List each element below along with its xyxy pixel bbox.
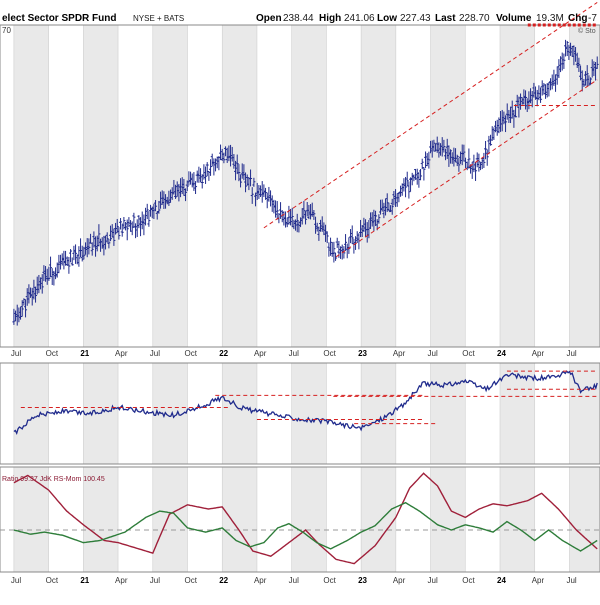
rrg-series: [0, 472, 600, 565]
price-panel-shading: [13, 25, 600, 347]
shade-band: [500, 25, 535, 347]
volume-label: Volume: [496, 13, 532, 24]
date-tick-label: Jul: [566, 349, 576, 358]
fund-name: elect Sector SPDR Fund: [2, 13, 116, 24]
date-tick-label: Jul: [11, 349, 21, 358]
date-tick-label: Apr: [115, 576, 128, 585]
open-value: 238.44: [283, 13, 314, 24]
date-tick-label: Apr: [393, 349, 406, 358]
date-tick-label: Apr: [254, 349, 267, 358]
last-label: Last: [435, 13, 456, 24]
shade-band: [500, 467, 535, 572]
date-tick-label: Jul: [428, 349, 438, 358]
date-tick-label: 24: [497, 349, 506, 358]
date-tick-label: Jul: [289, 349, 299, 358]
date-tick-label: 23: [358, 349, 367, 358]
date-tick-label: 23: [358, 576, 367, 585]
price-series: [12, 2, 599, 326]
price-panel-border: [0, 24, 600, 348]
date-tick-label: Oct: [185, 349, 198, 358]
shade-band: [500, 363, 535, 464]
shade-band: [152, 467, 188, 572]
exchange-label: NYSE + BATS: [133, 14, 184, 23]
date-tick-label: 22: [219, 349, 228, 358]
shade-band: [291, 25, 327, 347]
rrg-panel-shading: [13, 467, 600, 572]
date-tick-label: 21: [80, 576, 89, 585]
date-tick-label: Jul: [289, 576, 299, 585]
shade-band: [222, 363, 257, 464]
date-tick-label: Jul: [11, 576, 21, 585]
date-tick-label: 24: [497, 576, 506, 585]
shade-band: [222, 467, 257, 572]
rs-momentum-line: [13, 501, 598, 552]
shade-band: [361, 363, 396, 464]
shade-band: [83, 25, 119, 347]
shade-band: [222, 25, 257, 347]
date-tick-label: Apr: [532, 349, 545, 358]
shade-band: [13, 25, 49, 347]
shade-band: [83, 467, 119, 572]
shade-band: [430, 467, 466, 572]
date-tick-label: Apr: [393, 576, 406, 585]
date-tick-label: Oct: [46, 349, 59, 358]
date-tick-label: Oct: [323, 576, 336, 585]
ratio-series: [13, 370, 598, 436]
shade-band: [291, 467, 327, 572]
date-axis-top: Jul Oct 21 Apr Jul Oct 22 Apr Jul Oct 23 Apr Jul Oct 2…: [11, 349, 577, 358]
ratio-line: [13, 370, 598, 436]
channel-line: [335, 79, 598, 258]
shade-band: [152, 25, 188, 347]
date-tick-label: Apr: [532, 576, 545, 585]
shade-band: [430, 363, 466, 464]
low-label: Low: [377, 13, 397, 24]
date-tick-label: Apr: [254, 576, 267, 585]
shade-band: [361, 25, 396, 347]
chg-value: -7: [588, 13, 597, 24]
shade-band: [13, 467, 49, 572]
open-label: Open: [256, 13, 282, 24]
last-value: 228.70: [459, 13, 490, 24]
date-tick-label: Oct: [462, 576, 475, 585]
date-axis-bottom: Jul Oct 21 Apr Jul Oct 22 Apr Jul Oct 23 Apr Jul Oct 2…: [11, 576, 577, 585]
date-tick-label: 21: [80, 349, 89, 358]
high-label: High: [319, 13, 341, 24]
date-tick-label: Jul: [150, 576, 160, 585]
price-axis-label: 70: [2, 26, 11, 35]
low-value: 227.43: [400, 13, 431, 24]
rrg-legend-label: Ratio 99.37 JdK RS-Mom 100.45: [2, 476, 105, 483]
date-tick-label: Jul: [150, 349, 160, 358]
date-tick-label: Apr: [115, 349, 128, 358]
date-tick-label: Oct: [462, 349, 475, 358]
date-tick-label: 22: [219, 576, 228, 585]
rs-ratio-line: [13, 472, 598, 565]
date-tick-label: Oct: [185, 576, 198, 585]
watermark: © Sto: [578, 27, 596, 35]
shade-band: [430, 25, 466, 347]
date-tick-label: Oct: [46, 576, 59, 585]
shade-band: [361, 467, 396, 572]
date-tick-label: Jul: [428, 576, 438, 585]
shade-band: [569, 467, 600, 572]
ratio-panel-border: [0, 362, 600, 465]
chg-label: Chg: [568, 13, 587, 24]
shade-band: [569, 25, 600, 347]
volume-value: 19.3M: [536, 13, 564, 24]
date-tick-label: Jul: [566, 576, 576, 585]
date-tick-label: Oct: [323, 349, 336, 358]
rrg-panel-border: [0, 466, 600, 573]
high-value: 241.06: [344, 13, 375, 24]
shade-band: [291, 363, 327, 464]
